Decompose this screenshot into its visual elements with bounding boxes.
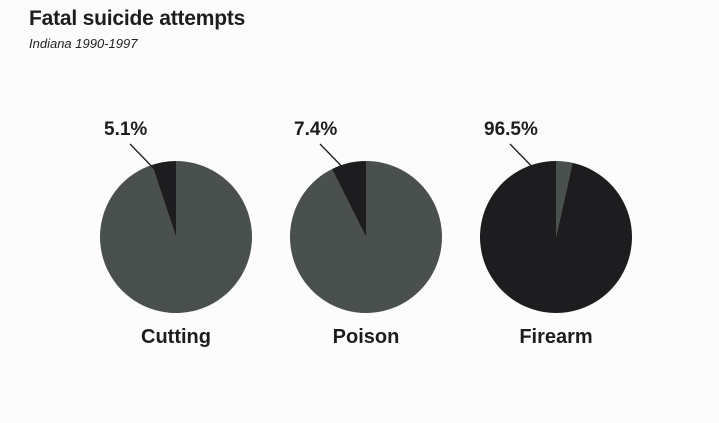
leader-line-poison (319, 143, 355, 180)
category-label-poison: Poison (333, 326, 400, 348)
leader-line-firearm (509, 143, 545, 180)
pie-slice-firearm-fatal (479, 161, 632, 314)
pct-label-poison: 7.4% (294, 119, 337, 140)
pie-slice-firearm-non-fatal (556, 161, 573, 237)
leader-line-cutting (129, 143, 165, 180)
pie-slice-cutting-non-fatal (99, 161, 252, 314)
pct-label-cutting: 5.1% (104, 119, 147, 140)
pie-cutting: 5.1% Cutting (99, 119, 252, 348)
pie-slice-cutting-fatal (152, 161, 176, 237)
chart-title: Fatal suicide attempts (29, 7, 246, 30)
pie-poison: 7.4% Poison (290, 119, 442, 348)
category-label-cutting: Cutting (141, 326, 211, 348)
pie-slice-poison-fatal (331, 161, 366, 237)
category-label-firearm: Firearm (519, 326, 592, 348)
chart-subtitle: Indiana 1990-1997 (29, 36, 138, 51)
pie-firearm: 96.5% Firearm (479, 119, 632, 348)
pct-label-firearm: 96.5% (484, 119, 538, 140)
